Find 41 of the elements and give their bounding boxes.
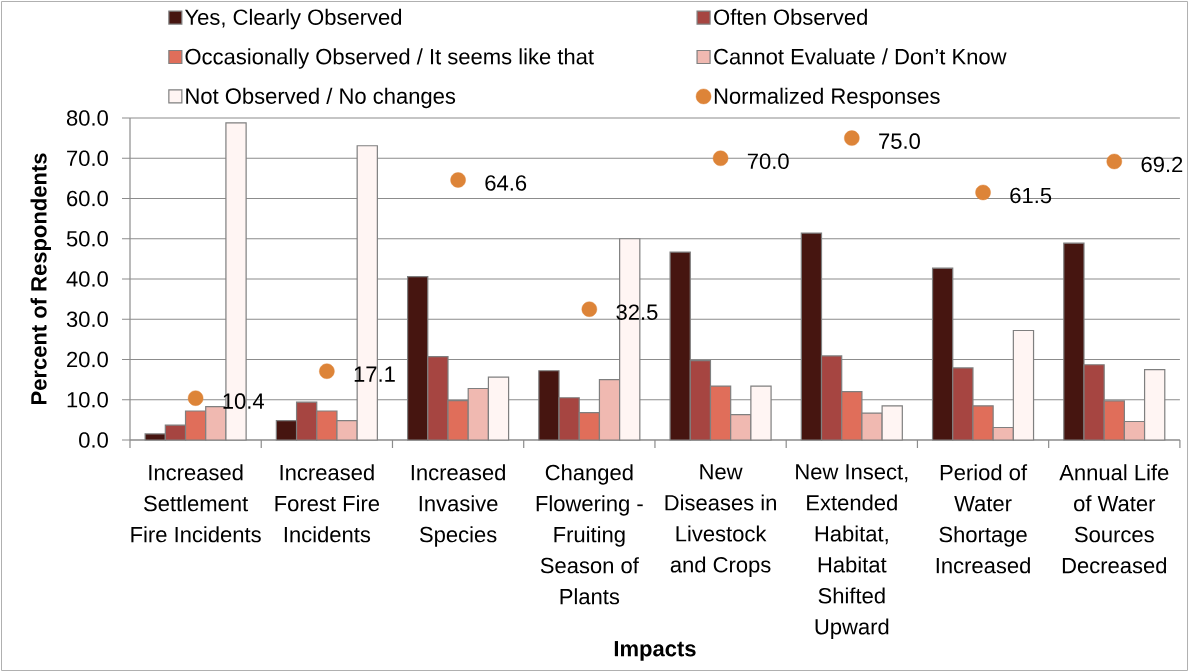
y-tick-label: 60.0 (67, 190, 108, 207)
x-tick-label: New Insect, Extended Habitat, Habitat Shifted Upward (796, 464, 908, 639)
x-tick-label: Annual Life of Water Sources Decreased (1059, 464, 1169, 574)
y-tick-label: 50.0 (66, 230, 108, 247)
y-tick-label: 30.0 (66, 311, 108, 328)
y-axis-title: Percent of Respondents (30, 153, 51, 405)
y-tick-label: 0.0 (79, 432, 108, 448)
x-axis-title: Impacts (614, 641, 696, 661)
data-label: 32.5 (616, 304, 658, 320)
y-tick-label: 40.0 (66, 271, 108, 287)
data-label: 17.1 (354, 366, 395, 382)
x-tick-label: Period of Water Shortage Increased (936, 464, 1030, 574)
data-label: 69.2 (1141, 156, 1183, 173)
point (187, 390, 204, 406)
point (844, 130, 860, 146)
x-tick-label: Increased Settlement Fire Incidents (131, 464, 261, 543)
data-label: 61.5 (1010, 187, 1052, 204)
legend-label: Occasionally Observed / It seems like that (185, 48, 594, 69)
x-tick-label: Increased Forest Fire Incidents (275, 464, 380, 543)
point (975, 184, 991, 201)
x-tick-label: New Diseases in Livestock and Crops (665, 464, 776, 577)
legend-label: Yes, Clearly Observed (184, 8, 402, 30)
point (450, 172, 466, 188)
point (712, 150, 729, 166)
legend-label: Cannot Evaluate / Don’t Know (714, 48, 1007, 65)
data-label: 10.4 (223, 393, 264, 409)
data-label: 70.0 (747, 153, 789, 170)
y-tick-label: 70.0 (67, 150, 108, 167)
data-label: 64.6 (485, 175, 527, 191)
point (1106, 153, 1122, 170)
y-tick-label: 80.0 (66, 110, 108, 126)
legend-label: Normalized Responses (714, 87, 940, 109)
data-label: 75.0 (879, 133, 920, 149)
point (581, 301, 598, 317)
point (319, 363, 335, 379)
legend-label: Not Observed / No changes (186, 87, 456, 109)
y-tick-label: 10.0 (67, 391, 108, 408)
x-tick-label: Changed Flowering - Fruiting Season of Plants (536, 464, 643, 605)
y-tick-label: 20.0 (67, 351, 108, 368)
legend-label: Often Observed (714, 8, 867, 25)
x-tick-label: Increased Invasive Species (411, 464, 505, 547)
